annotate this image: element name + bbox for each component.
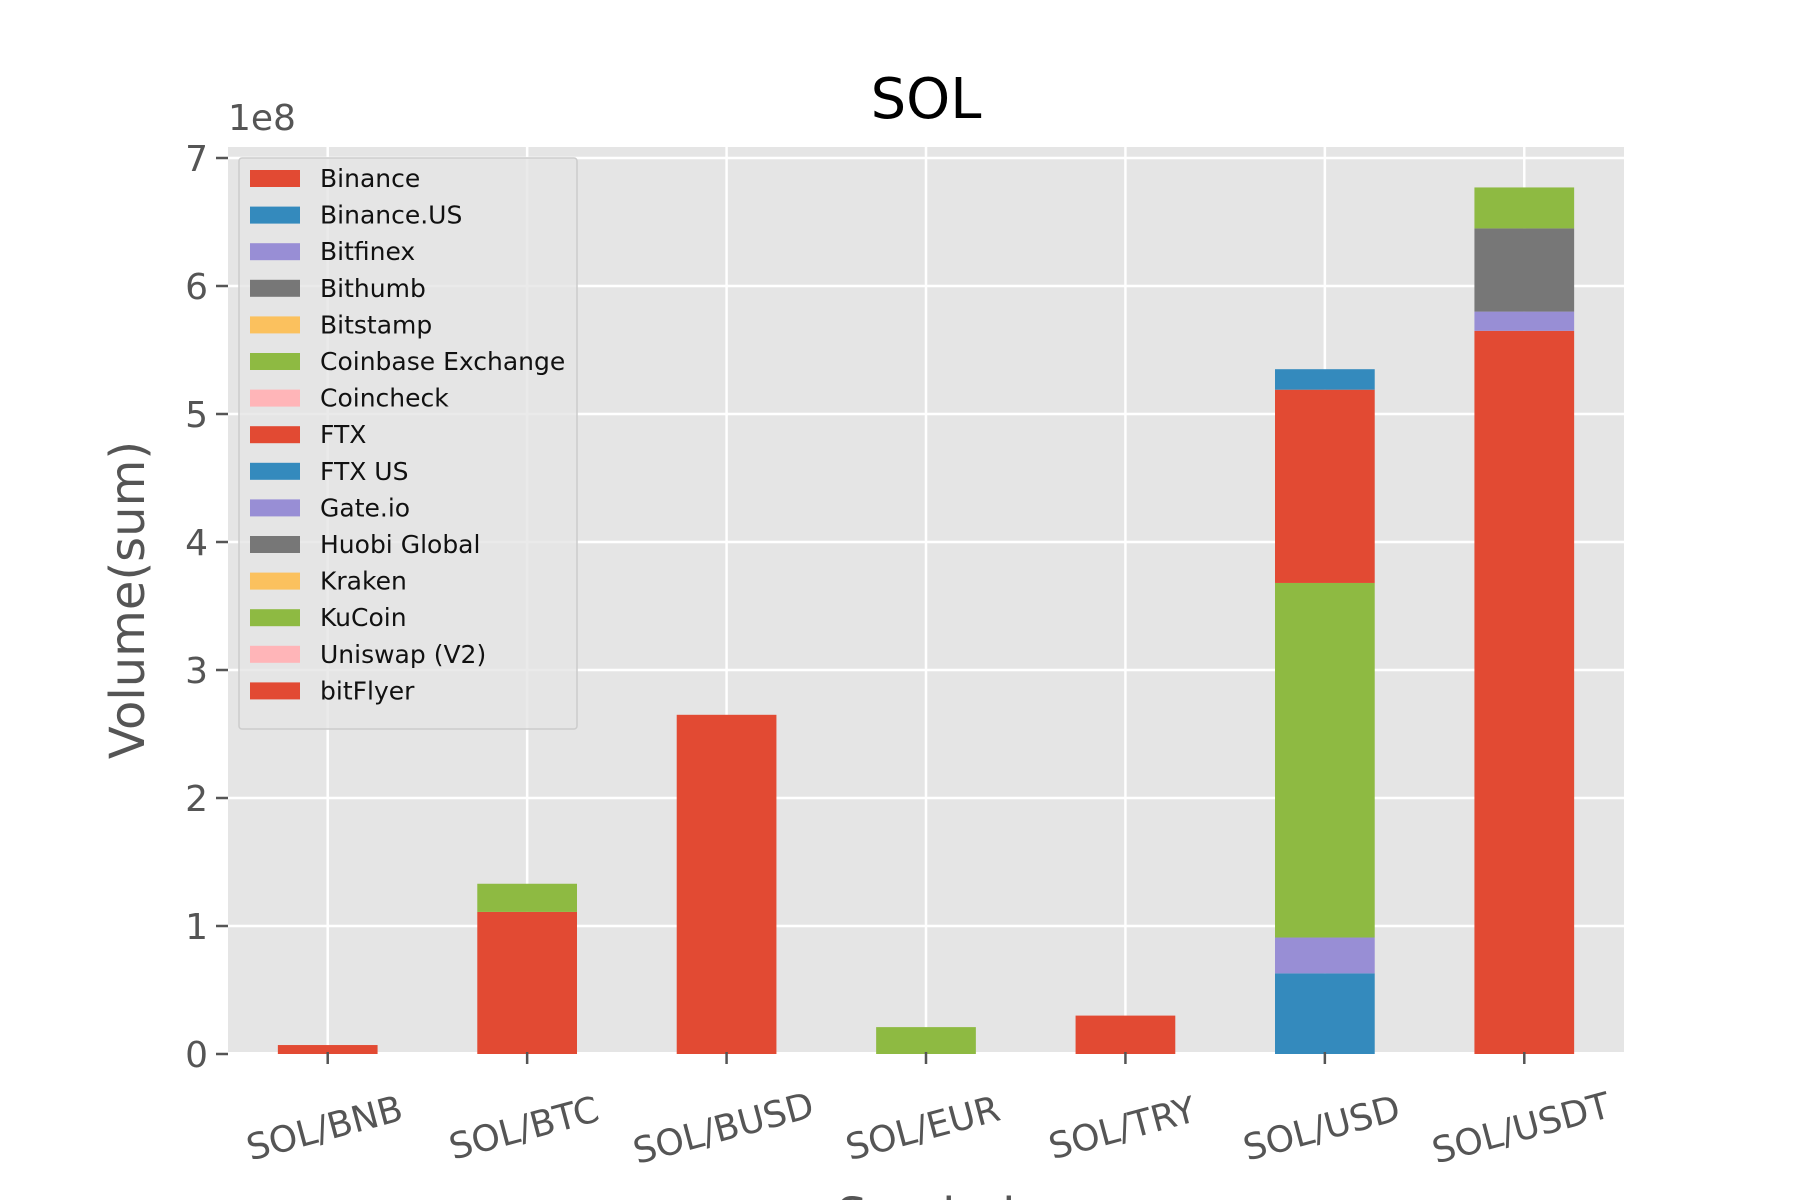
y-tick-label: 2 [185, 779, 208, 820]
legend-swatch [250, 243, 300, 261]
legend-swatch [250, 682, 300, 700]
legend-swatch [250, 645, 300, 663]
bar-segment [1474, 187, 1575, 229]
x-axis: SOL/BNB SOL/BTC SOL/BUSD SOL/EUR SOL/TRY SOL/… [242, 1052, 1616, 1173]
legend-label: KuCoin [320, 603, 407, 632]
legend-box [238, 157, 578, 730]
y-tick-label: 0 [185, 1035, 208, 1076]
bars [277, 187, 1575, 1054]
x-tick-label: SOL/BNB [242, 1088, 407, 1169]
legend-swatch [250, 353, 300, 370]
bar-segment [1275, 369, 1375, 390]
legend: Binance Binance.US Bitfinex Bithumb Bitstamp… [238, 157, 578, 730]
y-tick-label: 7 [185, 139, 208, 180]
bar-segment [1275, 389, 1375, 583]
legend-swatch [250, 316, 300, 334]
bar-segment [1075, 1015, 1176, 1054]
y-axis-label: Volume(sum) [100, 441, 156, 759]
x-tick-label: SOL/USDT [1428, 1085, 1616, 1172]
bar-segment [477, 883, 577, 912]
y-tick-label: 4 [185, 523, 208, 564]
y-tick-label: 5 [185, 395, 208, 436]
y-tick-label: 1 [185, 907, 208, 948]
bar-segment [477, 911, 577, 1054]
legend-label: Bithumb [320, 274, 426, 303]
bar-segment [676, 714, 777, 1054]
legend-label: Binance [320, 164, 420, 193]
x-tick-label: SOL/TRY [1045, 1089, 1202, 1168]
legend-swatch [250, 609, 300, 627]
bar-segment [1474, 330, 1575, 1054]
legend-swatch [250, 572, 300, 590]
legend-swatch [250, 499, 300, 517]
legend-label: bitFlyer [320, 676, 415, 705]
legend-label: Coinbase Exchange [320, 347, 565, 376]
y-offset-text: 1e8 [228, 98, 296, 139]
x-tick-label: SOL/BTC [445, 1089, 603, 1168]
x-tick-label: SOL/USD [1239, 1088, 1404, 1169]
bar-segment [277, 1045, 378, 1054]
legend-label: Kraken [320, 567, 407, 596]
bar-segment [1275, 582, 1375, 938]
legend-label: Uniswap (V2) [320, 640, 486, 669]
legend-swatch [250, 462, 300, 480]
legend-label: FTX [320, 420, 366, 449]
legend-label: Binance.US [320, 201, 462, 230]
bar-segment [1275, 973, 1375, 1054]
legend-swatch [250, 170, 300, 187]
legend-label: Huobi Global [320, 530, 480, 559]
legend-label: Bitstamp [320, 310, 432, 339]
chart-title: SOL [871, 67, 982, 132]
x-axis-label: Symbol [837, 1188, 1016, 1200]
x-tick-label: SOL/BUSD [629, 1085, 818, 1172]
y-tick-label: 3 [185, 651, 208, 692]
bar-segment [1474, 311, 1575, 331]
legend-swatch [250, 389, 300, 407]
legend-label: Bitfinex [320, 237, 415, 266]
bar-segment [876, 1027, 976, 1054]
legend-swatch [250, 426, 300, 444]
legend-swatch [250, 206, 300, 224]
bar-segment [1275, 937, 1375, 974]
legend-swatch [250, 536, 300, 553]
y-tick-label: 6 [185, 267, 208, 308]
y-axis: 0 1 2 3 4 5 6 7 [185, 139, 228, 1076]
bar-segment [1474, 228, 1575, 312]
legend-swatch [250, 279, 300, 297]
legend-label: Gate.io [320, 493, 410, 522]
legend-label: Coincheck [320, 384, 449, 413]
legend-label: FTX US [320, 457, 408, 486]
x-tick-label: SOL/EUR [842, 1089, 1005, 1169]
